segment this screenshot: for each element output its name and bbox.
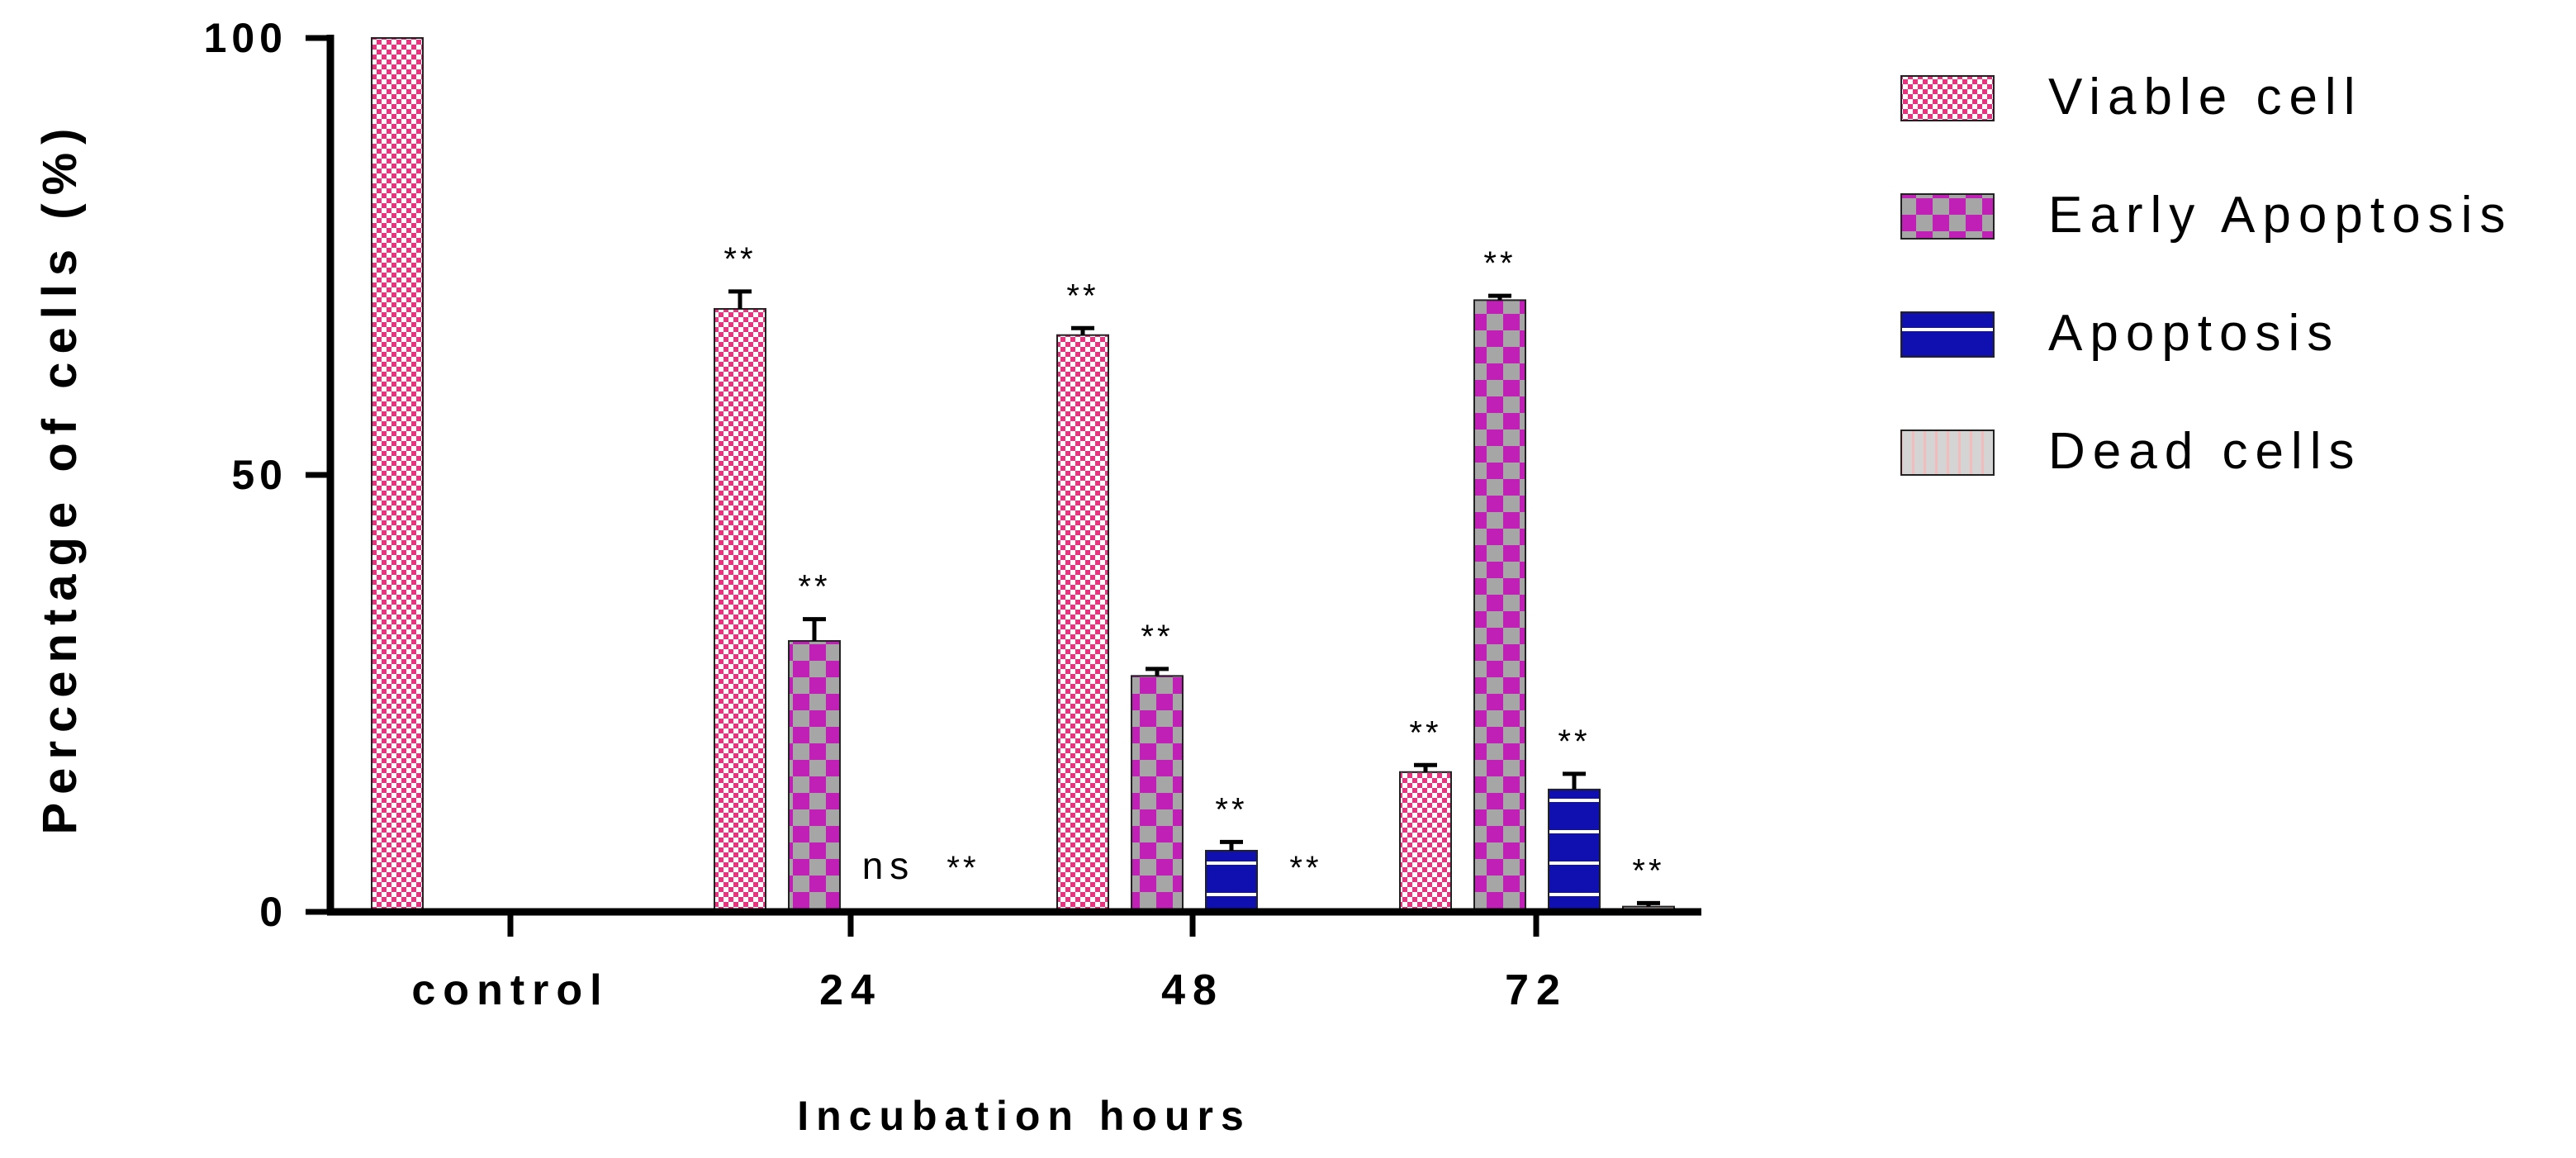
- significance-label: **: [1215, 791, 1247, 828]
- bar-viable-cell-48: [1056, 334, 1109, 914]
- x-axis-label: Incubation hours: [797, 1093, 1251, 1139]
- significance-label: **: [1066, 278, 1098, 314]
- y-tick-label: 100: [204, 15, 287, 61]
- bar-viable-cell-72: [1399, 771, 1452, 913]
- y-tick-label: 50: [231, 452, 287, 498]
- y-axis-label: Percentage of cells (%): [33, 121, 87, 835]
- bar-apoptosis-48: [1205, 849, 1258, 913]
- legend-label: Early Apoptosis: [2048, 187, 2512, 244]
- significance-label: ns: [862, 844, 916, 887]
- legend: Viable cell Early Apoptosis Apoptosis Dead …: [1900, 69, 2512, 480]
- legend-label: Apoptosis: [2048, 305, 2340, 362]
- legend-swatch-early-apoptosis: [1900, 193, 1995, 240]
- x-tick-label: 48: [1161, 966, 1224, 1014]
- plot-area: ** ** ** ** ** ** ns ** ** ** ** ** 0 50 100 control 24 4…: [204, 15, 1701, 1014]
- x-tick-label: control: [411, 966, 609, 1014]
- significance-label: **: [723, 241, 756, 278]
- legend-label: Dead cells: [2048, 423, 2361, 480]
- significance-label: **: [798, 569, 830, 605]
- significance-label: **: [1141, 619, 1173, 655]
- significance-label: **: [1483, 245, 1516, 282]
- significance-label: **: [1632, 852, 1664, 889]
- bar-viable-cell-24: [714, 307, 766, 914]
- legend-swatch-dead-cells: [1900, 430, 1995, 476]
- legend-swatch-viable-cell: [1900, 75, 1995, 121]
- bar-early-apoptosis-48: [1131, 675, 1184, 914]
- significance-label: **: [1289, 850, 1321, 886]
- bar-apoptosis-72: [1548, 788, 1601, 913]
- bar-early-apoptosis-72: [1473, 299, 1526, 913]
- bar-viable-cell-control: [371, 37, 424, 913]
- x-tick-label: 72: [1505, 966, 1568, 1014]
- significance-label: **: [1409, 714, 1441, 751]
- legend-swatch-apoptosis: [1900, 311, 1995, 358]
- legend-label: Viable cell: [2048, 69, 2362, 126]
- bar-early-apoptosis-24: [788, 640, 841, 914]
- y-tick-label: 0: [259, 889, 287, 935]
- significance-label: **: [1558, 724, 1590, 760]
- significance-label: **: [946, 850, 979, 886]
- x-tick-label: 24: [819, 966, 882, 1014]
